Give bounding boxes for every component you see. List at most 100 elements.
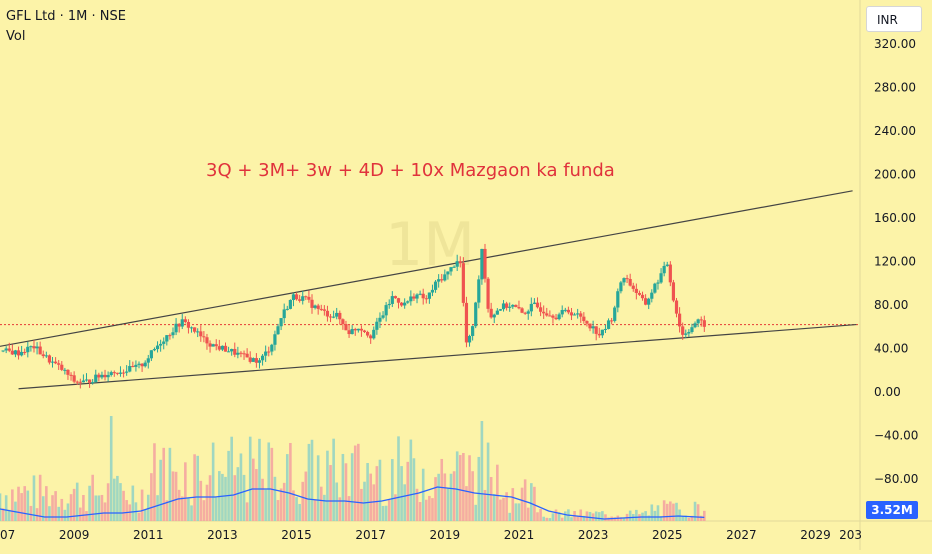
candle-body	[20, 351, 24, 356]
volume-bar	[289, 442, 292, 521]
volume-bar	[576, 516, 579, 521]
candle-body	[588, 323, 592, 329]
candle-body	[291, 294, 296, 301]
candle-body	[242, 353, 246, 355]
volume-bar	[168, 447, 172, 521]
candle-body	[347, 330, 351, 335]
x-tick-label: 2009	[59, 528, 90, 542]
candle-body	[616, 291, 620, 308]
volume-bar	[424, 499, 428, 521]
volume-bar	[483, 489, 487, 521]
volume-bar	[72, 488, 76, 521]
currency-selector[interactable]: INR	[866, 6, 922, 32]
candle-body	[671, 282, 676, 301]
volume-bar	[653, 510, 657, 521]
symbol-title[interactable]: GFL Ltd · 1M · NSE	[6, 9, 126, 24]
candle-body	[532, 302, 537, 304]
candle-body	[501, 303, 506, 310]
volume-bar	[242, 474, 246, 521]
candle-body	[328, 316, 333, 318]
volume-bar	[295, 497, 298, 521]
volume-bar	[26, 490, 30, 521]
candle-body	[662, 265, 666, 274]
volume-bar	[471, 471, 474, 521]
y-tick-label: 0.00	[874, 385, 901, 399]
volume-bar	[644, 511, 647, 521]
volume-bar	[131, 485, 135, 521]
candle-body	[152, 349, 157, 351]
volume-bar	[184, 462, 187, 521]
candle-body	[396, 298, 401, 303]
candle-body	[390, 296, 394, 304]
y-tick-label: −80.00	[874, 472, 918, 486]
candle-body	[202, 336, 206, 338]
volume-bar	[7, 509, 11, 521]
candle-body	[690, 327, 694, 332]
candle-body	[230, 348, 234, 352]
candle-body	[257, 360, 262, 363]
candle-body	[239, 352, 243, 354]
candle-body	[338, 312, 342, 320]
candle-body	[16, 350, 21, 356]
volume-bar	[662, 500, 666, 521]
candle-body	[4, 348, 8, 351]
volume-bar	[635, 509, 638, 521]
volume-bar	[103, 502, 107, 521]
candle-body	[443, 274, 447, 281]
volume-bar	[588, 511, 592, 521]
volume-bar	[539, 509, 542, 521]
candle-body	[183, 319, 187, 322]
volume-bar	[153, 443, 156, 521]
candle-body	[50, 361, 55, 363]
volume-bar	[369, 473, 372, 521]
candle-body	[622, 278, 626, 283]
volume-bar	[353, 445, 357, 521]
candle-body	[335, 312, 339, 317]
candle-body	[566, 309, 570, 313]
candle-body	[162, 341, 166, 344]
candle-body	[554, 317, 558, 320]
volume-bar	[119, 483, 122, 521]
candle-body	[560, 310, 564, 315]
candle-body	[424, 298, 428, 300]
candle-body	[217, 346, 221, 350]
candle-body	[696, 319, 700, 324]
candle-body	[359, 328, 364, 331]
volume-bar	[403, 484, 406, 521]
x-tick-label: 2029	[800, 528, 831, 542]
candle-body	[146, 358, 150, 363]
candle-body	[270, 344, 274, 352]
candle-body	[149, 350, 153, 359]
volume-bar	[391, 459, 394, 521]
volume-bar	[344, 463, 348, 521]
candle-body	[495, 310, 499, 315]
volume-bar	[319, 486, 323, 521]
candle-body	[406, 301, 410, 303]
volume-bar	[545, 517, 549, 521]
volume-bar	[601, 511, 604, 521]
candle-body	[693, 323, 697, 328]
volume-bar	[187, 498, 190, 521]
volume-legend-label[interactable]: Vol	[6, 29, 26, 44]
volume-bar	[0, 493, 2, 521]
volume-bar	[384, 505, 388, 521]
volume-bar	[431, 498, 434, 521]
volume-bar	[486, 442, 490, 521]
candle-body	[285, 308, 289, 310]
candle-body	[538, 307, 543, 312]
volume-bar	[335, 482, 339, 521]
volume-bar	[150, 473, 153, 521]
candle-body	[41, 354, 45, 357]
candle-body	[520, 308, 524, 313]
x-tick-label: 2019	[430, 528, 461, 542]
candle-body	[94, 374, 98, 383]
candle-body	[440, 279, 444, 281]
candle-body	[29, 346, 33, 348]
candle-body	[87, 379, 92, 383]
candle-body	[687, 331, 691, 334]
volume-bar	[597, 512, 601, 521]
volume-bar	[560, 517, 564, 521]
volume-bar	[270, 447, 274, 521]
